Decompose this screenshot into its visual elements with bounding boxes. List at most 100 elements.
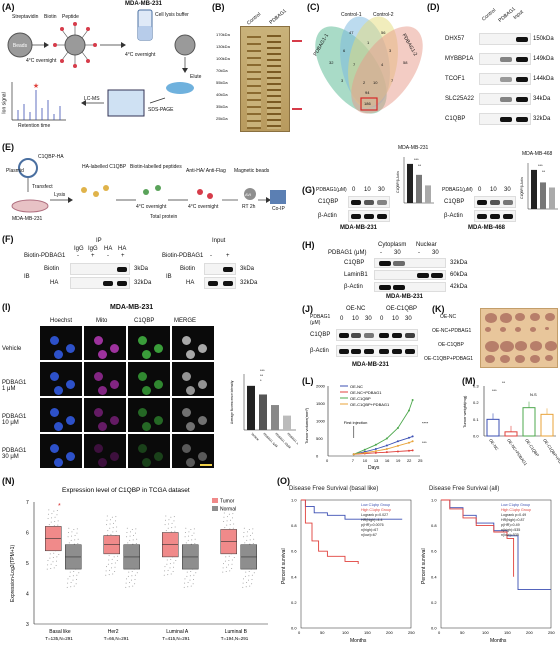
data-point <box>56 510 58 512</box>
data-point <box>134 583 136 585</box>
tumor <box>545 341 557 351</box>
label-overnight-1: 4°C overnight <box>26 58 57 64</box>
cell-nucleus <box>182 408 191 417</box>
j-oenc: OE-NC <box>346 306 366 312</box>
x-axis-label: Days <box>368 465 380 471</box>
chart-title: Disease Free Survival (basal like) <box>289 486 378 492</box>
venn-value: 94 <box>365 90 370 95</box>
cell-nucleus <box>154 344 163 353</box>
data-point <box>129 539 131 541</box>
data-point <box>50 567 52 569</box>
venn-value: 4 <box>381 62 384 67</box>
data-point <box>132 539 134 541</box>
data-point <box>222 563 224 565</box>
x-tick-label: 50 <box>320 630 325 635</box>
cell-nucleus <box>94 444 103 453</box>
data-point <box>125 582 127 584</box>
g-dose: 0 <box>352 187 356 193</box>
data-point <box>106 519 108 521</box>
cell-nucleus <box>54 458 63 467</box>
y-tick-label: 0.1 <box>473 417 479 422</box>
blot-kda: 150kDa <box>533 36 554 42</box>
data-point <box>184 578 186 580</box>
data-point <box>114 566 116 568</box>
data-point <box>112 527 114 529</box>
data-point <box>170 573 172 575</box>
data-point <box>163 574 165 576</box>
y-tick-label: 0.6 <box>291 549 297 554</box>
data-point <box>114 571 116 573</box>
legend-label: n(low)=67 <box>361 533 377 537</box>
data-point <box>407 441 410 444</box>
data-point <box>108 574 110 576</box>
data-point <box>125 586 127 588</box>
cell-nucleus <box>198 416 207 425</box>
data-point <box>68 542 70 544</box>
data-point <box>248 528 250 530</box>
data-point <box>192 583 194 585</box>
g-dose-label-2: PDBAG1(μM) <box>442 187 473 193</box>
tumor <box>500 355 510 363</box>
x-axis-label: Months <box>490 638 507 644</box>
label-rt2h: RT 2h <box>242 204 256 210</box>
data-point <box>74 539 76 541</box>
h-dose: - <box>380 250 382 256</box>
bar <box>259 394 267 430</box>
data-point <box>193 532 195 534</box>
x-tick-label: 19 <box>396 458 401 463</box>
label-igg: IgG <box>74 246 84 252</box>
series-line <box>353 435 413 455</box>
data-point <box>246 531 248 533</box>
y-axis-label: Percent survival <box>421 548 427 584</box>
y-tick-label: 0.4 <box>431 574 437 579</box>
cell-nucleus <box>110 380 119 389</box>
data-point <box>128 586 130 588</box>
tumor <box>515 355 525 363</box>
data-point <box>47 560 49 562</box>
g-dose: 30 <box>378 187 385 193</box>
h-row-label: LaminB1 <box>344 272 368 278</box>
data-point <box>132 585 134 587</box>
data-point <box>374 448 377 450</box>
k-row-label: OE-C1QBP <box>438 342 464 348</box>
k-row-label: OE-NC+PDBAG1 <box>432 328 472 334</box>
data-point <box>188 535 190 537</box>
x-tick-label: Luminal B <box>225 629 248 635</box>
data-point <box>67 582 69 584</box>
x-tick-label: 13 <box>374 458 379 463</box>
data-point <box>187 539 189 541</box>
data-point <box>54 516 56 518</box>
label-coip: Co-IP <box>272 206 285 212</box>
data-point <box>109 519 111 521</box>
label-sds: SDS-PAGE <box>148 107 174 113</box>
x-tick-label: 22 <box>407 458 412 463</box>
x-tick-sublabel: T=135,N=291 <box>45 636 73 641</box>
data-point <box>48 524 50 526</box>
data-point <box>187 586 189 588</box>
data-point <box>107 563 109 565</box>
panel-b: (B) Control PDBAG1 170kDa 130kDa 100kDa … <box>210 0 305 140</box>
blot-row-label: SLC25A22 <box>445 96 475 102</box>
data-point <box>76 532 78 534</box>
tcga-box-chart: Expression level of C1QBP in TCGA datase… <box>10 487 268 641</box>
cell-nucleus <box>94 336 103 345</box>
panel-e-diagram <box>11 158 286 213</box>
mw-marker: 25kDa <box>216 116 228 121</box>
y-tick-label: 0.3 <box>473 384 479 389</box>
cell-nucleus <box>182 372 191 381</box>
data-point <box>224 560 226 562</box>
panel-f: (F) IP Input IgG IgG HA HA Biotin-PDBAG1… <box>0 232 300 294</box>
y-tick-label: 3 <box>26 622 29 628</box>
data-point <box>248 575 250 577</box>
data-point <box>53 552 55 554</box>
cell-nucleus <box>98 386 107 395</box>
y-tick-label: 500 <box>316 436 323 441</box>
data-point <box>167 527 169 529</box>
bar <box>486 418 500 437</box>
tumor-photo <box>480 308 558 368</box>
mw-marker: 40kDa <box>216 92 228 97</box>
tumor <box>485 313 497 323</box>
panel-label-m: (M) <box>462 376 476 386</box>
label-bio-pdbag1: Biotin-PDBAG1 <box>24 253 66 259</box>
data-point <box>249 543 251 545</box>
